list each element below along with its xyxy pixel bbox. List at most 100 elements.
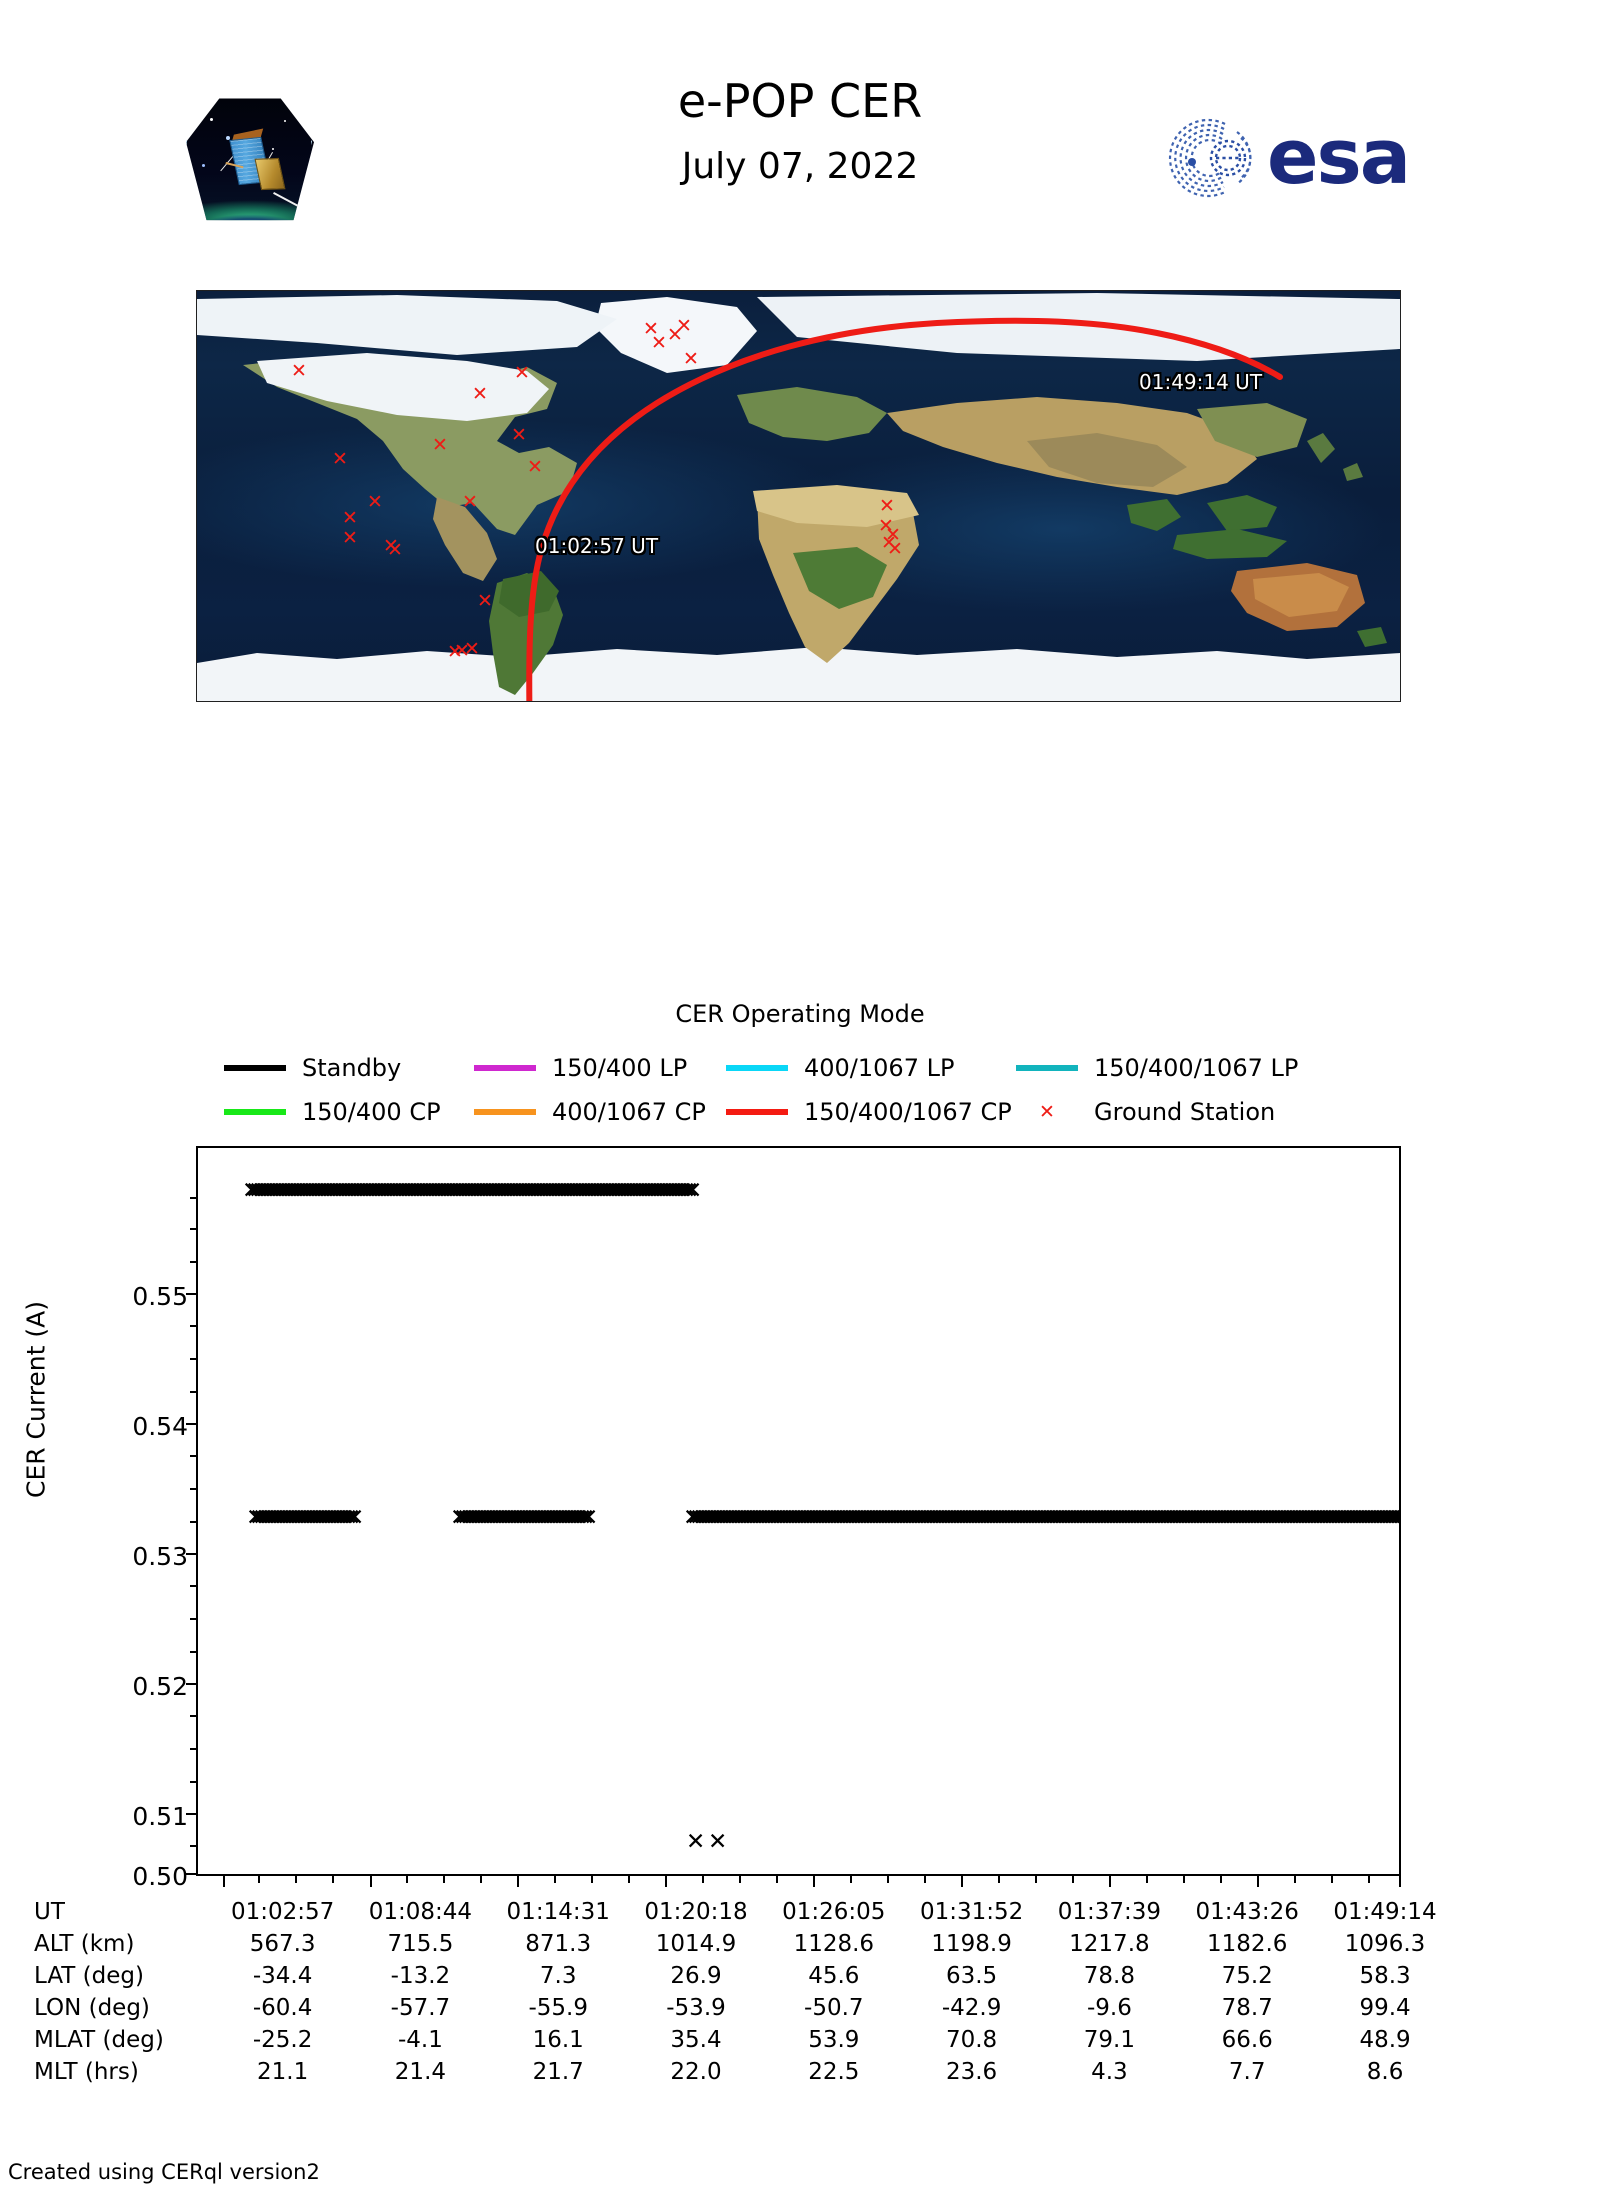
data-point-marker: ✕ — [1268, 1505, 1288, 1531]
legend-item-400-1067-cp: 400/1067 CP — [474, 1098, 726, 1126]
legend-item-150-400-cp: 150/400 CP — [224, 1098, 474, 1126]
x-axis-tick-minor — [887, 1876, 889, 1883]
data-point-marker: ✕ — [1388, 1507, 1399, 1530]
x-axis-tick-major — [1109, 1876, 1111, 1887]
legend-label: Ground Station — [1094, 1098, 1276, 1126]
data-point-marker: ✕ — [611, 1178, 631, 1204]
data-point-marker: ✕ — [530, 1178, 550, 1204]
data-point-marker: ✕ — [620, 1178, 640, 1204]
data-point-marker: ✕ — [1292, 1505, 1312, 1531]
data-point-marker: ✕ — [932, 1505, 952, 1531]
data-point-marker: ✕ — [980, 1505, 1000, 1531]
data-point-marker: ✕ — [419, 1178, 439, 1204]
data-point-marker: ✕ — [1139, 1505, 1159, 1531]
data-point-marker: ✕ — [570, 1505, 590, 1531]
data-point-marker: ✕ — [1202, 1505, 1222, 1531]
legend-item-ground-station: ✕ Ground Station — [1016, 1098, 1275, 1126]
data-point-marker: ✕ — [827, 1505, 847, 1531]
data-point-marker: ✕ — [1286, 1505, 1306, 1531]
ground-station-marker: ✕ — [879, 495, 895, 517]
data-point-marker: ✕ — [1223, 1505, 1243, 1531]
data-point-marker: ✕ — [251, 1178, 271, 1204]
y-axis-tick-minor — [190, 1585, 196, 1587]
data-point-marker: ✕ — [896, 1505, 916, 1531]
table-row: LON (deg) -60.4 -57.7 -55.9 -53.9 -50.7 … — [34, 1992, 1454, 2024]
data-point-marker: ✕ — [1178, 1505, 1198, 1531]
legend-label: 150/400/1067 LP — [1094, 1054, 1299, 1082]
data-point-marker: ✕ — [567, 1505, 587, 1531]
table-cell: 01:37:39 — [1057, 1899, 1162, 1925]
x-axis-tick-major — [961, 1876, 963, 1887]
data-point-marker: ✕ — [422, 1178, 442, 1204]
esa-wordmark: esa — [1267, 112, 1411, 201]
data-point-marker: ✕ — [1181, 1505, 1201, 1531]
ground-station-marker: ✕ — [367, 491, 383, 513]
ground-station-marker: ✕ — [432, 434, 448, 456]
x-axis-tick-minor — [1183, 1876, 1185, 1883]
data-point-marker: ✕ — [1373, 1505, 1393, 1531]
data-point-marker: ✕ — [450, 1505, 470, 1531]
data-point-marker: ✕ — [395, 1178, 415, 1204]
data-point-marker: ✕ — [1376, 1505, 1396, 1531]
data-point-marker: ✕ — [1037, 1505, 1057, 1531]
data-point-marker: ✕ — [573, 1505, 593, 1531]
data-point-marker: ✕ — [267, 1505, 287, 1531]
data-point-marker: ✕ — [365, 1178, 385, 1204]
x-axis-tick-major — [665, 1876, 667, 1887]
data-point-marker: ✕ — [719, 1505, 739, 1531]
data-point-marker: ✕ — [302, 1178, 322, 1204]
ground-station-marker: ✕ — [342, 507, 358, 529]
data-point-marker: ✕ — [560, 1178, 580, 1204]
table-cell: 1217.8 — [1069, 1931, 1150, 1957]
data-point-marker: ✕ — [1367, 1505, 1387, 1531]
data-point-marker: ✕ — [596, 1178, 616, 1204]
table-cell: -53.9 — [666, 1995, 726, 2021]
table-cell: 16.1 — [532, 2027, 584, 2053]
table-cell: -42.9 — [941, 1995, 1002, 2021]
data-point-marker: ✕ — [389, 1178, 409, 1204]
y-axis-label: CER Current (A) — [21, 1300, 51, 1499]
data-point-marker: ✕ — [1112, 1505, 1132, 1531]
data-point-marker: ✕ — [617, 1178, 637, 1204]
table-cell: 58.3 — [1359, 1963, 1411, 1989]
data-point-marker: ✕ — [623, 1178, 643, 1204]
data-point-marker: ✕ — [476, 1178, 496, 1204]
data-point-marker: ✕ — [371, 1178, 391, 1204]
data-point-marker: ✕ — [257, 1178, 277, 1204]
data-point-marker: ✕ — [474, 1505, 494, 1531]
legend-swatch-150-400-1067-lp — [1016, 1065, 1078, 1071]
data-point-marker: ✕ — [569, 1178, 589, 1204]
data-point-marker: ✕ — [740, 1505, 760, 1531]
data-point-marker: ✕ — [1349, 1505, 1369, 1531]
table-cell: 21.1 — [257, 2059, 309, 2085]
data-point-marker: ✕ — [965, 1505, 985, 1531]
ground-station-marker: ✕ — [454, 640, 470, 662]
data-point-marker: ✕ — [1244, 1505, 1264, 1531]
data-point-marker: ✕ — [344, 1178, 364, 1204]
data-point-marker: ✕ — [1307, 1505, 1327, 1531]
table-cell: 79.1 — [1083, 2027, 1135, 2053]
data-point-marker: ✕ — [1166, 1505, 1186, 1531]
table-cell: 75.2 — [1221, 1963, 1273, 1989]
y-axis-tick — [186, 1683, 196, 1685]
data-point-marker: ✕ — [578, 1178, 598, 1204]
data-point-marker: ✕ — [950, 1505, 970, 1531]
data-point-marker: ✕ — [1151, 1505, 1171, 1531]
data-point-marker: ✕ — [1052, 1505, 1072, 1531]
data-point-marker: ✕ — [638, 1178, 658, 1204]
data-point-marker: ✕ — [461, 1178, 481, 1204]
data-point-marker: ✕ — [1145, 1505, 1165, 1531]
data-point-marker: ✕ — [1067, 1505, 1087, 1531]
data-point-marker: ✕ — [341, 1178, 361, 1204]
data-point-marker: ✕ — [809, 1505, 829, 1531]
row-label: UT — [34, 1899, 65, 1925]
data-point-marker: ✕ — [440, 1178, 460, 1204]
data-point-marker: ✕ — [1127, 1505, 1147, 1531]
legend-label: 150/400 CP — [302, 1098, 441, 1126]
data-point-marker: ✕ — [782, 1505, 802, 1531]
data-point-marker: ✕ — [629, 1178, 649, 1204]
x-axis-tick-minor — [1331, 1876, 1333, 1883]
legend-item-400-1067-lp: 400/1067 LP — [726, 1054, 1016, 1082]
data-point-marker: ✕ — [452, 1178, 472, 1204]
ground-station-marker: ✕ — [477, 590, 493, 612]
